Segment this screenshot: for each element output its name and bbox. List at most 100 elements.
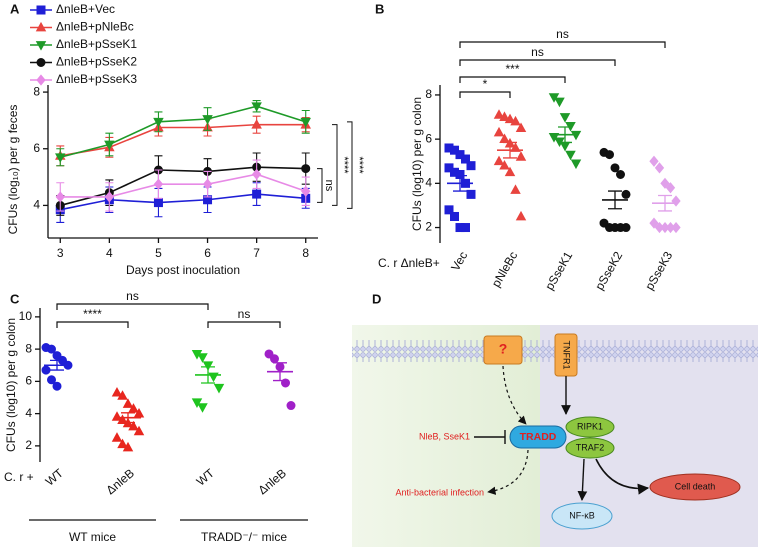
marker xyxy=(153,198,163,208)
marker xyxy=(286,401,296,411)
x-tick-label: ΔnleB xyxy=(255,466,289,497)
marker xyxy=(35,41,47,51)
significance-label: ns xyxy=(126,289,139,303)
y-axis-label: CFUs (log₁₀) per g feces xyxy=(6,105,20,235)
marker xyxy=(197,403,208,413)
legend-label: ΔnleB+pNleBc xyxy=(56,20,134,34)
diagram: ? TNFR1 RIPK1 TRAF2 TRADD NleB, SseK1 An… xyxy=(352,291,758,547)
significance-bracket xyxy=(56,303,209,310)
marker xyxy=(559,141,571,152)
outcome-label: Anti-bacterial infection xyxy=(395,487,484,497)
legend-label: ΔnleB+pSseK3 xyxy=(56,72,137,86)
significance-bracket xyxy=(459,59,616,66)
marker xyxy=(122,441,134,452)
significance-bracket xyxy=(459,91,511,98)
x-tick-label: pSseK3 xyxy=(642,249,675,293)
x-tick-label: pSseK2 xyxy=(592,249,625,293)
marker xyxy=(450,211,459,221)
series-line xyxy=(60,105,306,159)
factor-label: TRAF2 xyxy=(576,442,605,452)
x-tick-label: 6 xyxy=(204,246,211,260)
marker xyxy=(104,191,115,203)
y-tick-label: 4 xyxy=(25,406,32,420)
marker xyxy=(671,221,681,234)
marker xyxy=(649,155,659,167)
legend-label: ΔnleB+pSseK2 xyxy=(56,55,137,69)
marker xyxy=(52,351,62,361)
marker xyxy=(202,115,213,125)
kinase-node xyxy=(565,416,615,438)
significance-label: ns xyxy=(531,45,544,59)
x-tick-label: 3 xyxy=(57,246,64,260)
y-tick-label: 2 xyxy=(25,438,32,452)
sem-bar xyxy=(50,359,64,371)
marker xyxy=(36,58,46,67)
marker xyxy=(104,140,115,151)
x-tick-label: ΔnleB xyxy=(103,466,137,497)
marker xyxy=(117,390,128,400)
significance-label: *** xyxy=(505,62,519,76)
dashed-arrow xyxy=(502,365,527,425)
marker xyxy=(616,169,625,179)
marker xyxy=(570,159,582,170)
marker xyxy=(610,163,620,173)
marker xyxy=(252,189,262,199)
marker xyxy=(660,177,670,189)
marker xyxy=(444,205,454,215)
significance-label: **** xyxy=(83,307,102,321)
marker xyxy=(251,119,262,129)
marker xyxy=(197,353,208,363)
significance-label: ns xyxy=(323,180,335,192)
significance-bracket xyxy=(459,41,666,48)
marker xyxy=(499,160,510,170)
receptor-label: TNFR1 xyxy=(562,341,572,370)
marker xyxy=(191,398,203,408)
marker xyxy=(128,420,139,431)
marker xyxy=(117,438,128,449)
marker xyxy=(504,113,516,124)
marker xyxy=(270,354,279,364)
marker xyxy=(493,109,505,119)
marker xyxy=(35,21,47,32)
significance-bracket xyxy=(459,76,566,83)
nfkb-node xyxy=(551,502,613,530)
marker xyxy=(133,425,145,436)
group-label: TRADD⁻/⁻ mice xyxy=(201,530,287,544)
significance-bracket xyxy=(56,321,129,328)
arrow xyxy=(577,458,588,501)
marker xyxy=(461,223,470,233)
panel-label: D xyxy=(372,291,381,306)
sem-bar xyxy=(503,141,517,159)
marker xyxy=(510,142,521,152)
marker xyxy=(111,432,123,442)
y-axis-label: CFUs (log10) per g colon xyxy=(4,318,18,452)
marker xyxy=(301,164,311,174)
panel-label: C xyxy=(10,291,20,306)
x-tick-label: pNleBc xyxy=(489,249,520,290)
x-tick-label: 5 xyxy=(155,246,162,260)
marker xyxy=(621,223,631,233)
marker xyxy=(55,153,66,163)
marker xyxy=(621,189,631,199)
marker xyxy=(111,387,123,397)
marker xyxy=(559,113,571,123)
row-label: C. r ΔnleB+ xyxy=(378,256,440,270)
marker xyxy=(36,5,46,15)
marker xyxy=(461,154,470,164)
significance-label: ns xyxy=(238,307,251,321)
series-line xyxy=(60,193,306,211)
group-label: WT mice xyxy=(69,530,116,544)
y-tick-label: 4 xyxy=(425,176,432,190)
marker xyxy=(493,126,505,137)
cell-death-node xyxy=(649,473,741,501)
marker xyxy=(251,102,262,112)
dashed-arrow xyxy=(487,449,529,495)
x-tick-label: WT xyxy=(194,466,218,489)
marker xyxy=(36,74,46,86)
marker xyxy=(554,97,565,108)
series-line xyxy=(60,173,306,198)
unknown-box xyxy=(483,335,523,365)
y-tick-label: 8 xyxy=(25,341,32,355)
significance-label: ns xyxy=(556,27,569,41)
marker xyxy=(515,122,527,132)
